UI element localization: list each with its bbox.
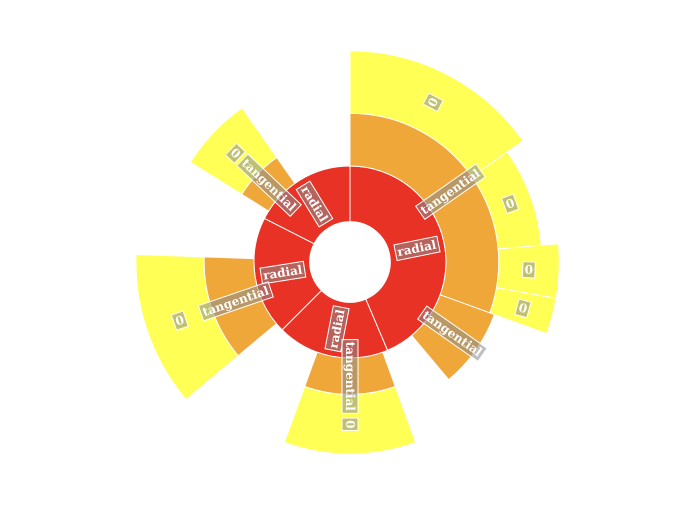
segment-label-leaf: 0: [524, 263, 533, 277]
segment-label-tangential-group: tangential: [197, 281, 274, 322]
label-background: [514, 298, 532, 319]
segment-label-leaf-group: 0: [422, 92, 444, 113]
label-background: [393, 235, 441, 262]
segment-label-leaf: 0: [517, 300, 529, 316]
segment-label-radial: radial: [262, 263, 304, 283]
segment-label-radial-group: radial: [259, 260, 307, 285]
segment-label-leaf-group: 0: [341, 417, 359, 431]
label-background: [341, 417, 359, 431]
label-background: [422, 92, 444, 113]
segment-label-leaf-group: 0: [224, 142, 247, 165]
label-background: [170, 310, 189, 331]
segment-label-tangential-group: tangential: [341, 339, 359, 414]
label-background: [259, 260, 307, 285]
label-background: [521, 261, 536, 279]
label-background: [500, 193, 520, 214]
segment-label-leaf-group: 0: [521, 261, 536, 279]
segment-label-tangential: tangential: [343, 342, 357, 412]
label-background: [414, 163, 486, 221]
label-background: [224, 142, 247, 165]
segment-label-leaf: 0: [343, 420, 357, 428]
segment-label-radial-group: radial: [393, 235, 441, 262]
label-background: [341, 339, 359, 414]
label-background: [197, 281, 274, 322]
segment-label-leaf-group: 0: [514, 298, 532, 319]
label-background: [295, 180, 334, 228]
sunburst-segment-leaf: [349, 50, 524, 178]
segment-label-leaf-group: 0: [170, 310, 189, 331]
label-background: [236, 153, 302, 218]
label-background: [416, 305, 488, 363]
segment-label-leaf-group: 0: [500, 193, 520, 214]
label-background: [324, 305, 350, 353]
